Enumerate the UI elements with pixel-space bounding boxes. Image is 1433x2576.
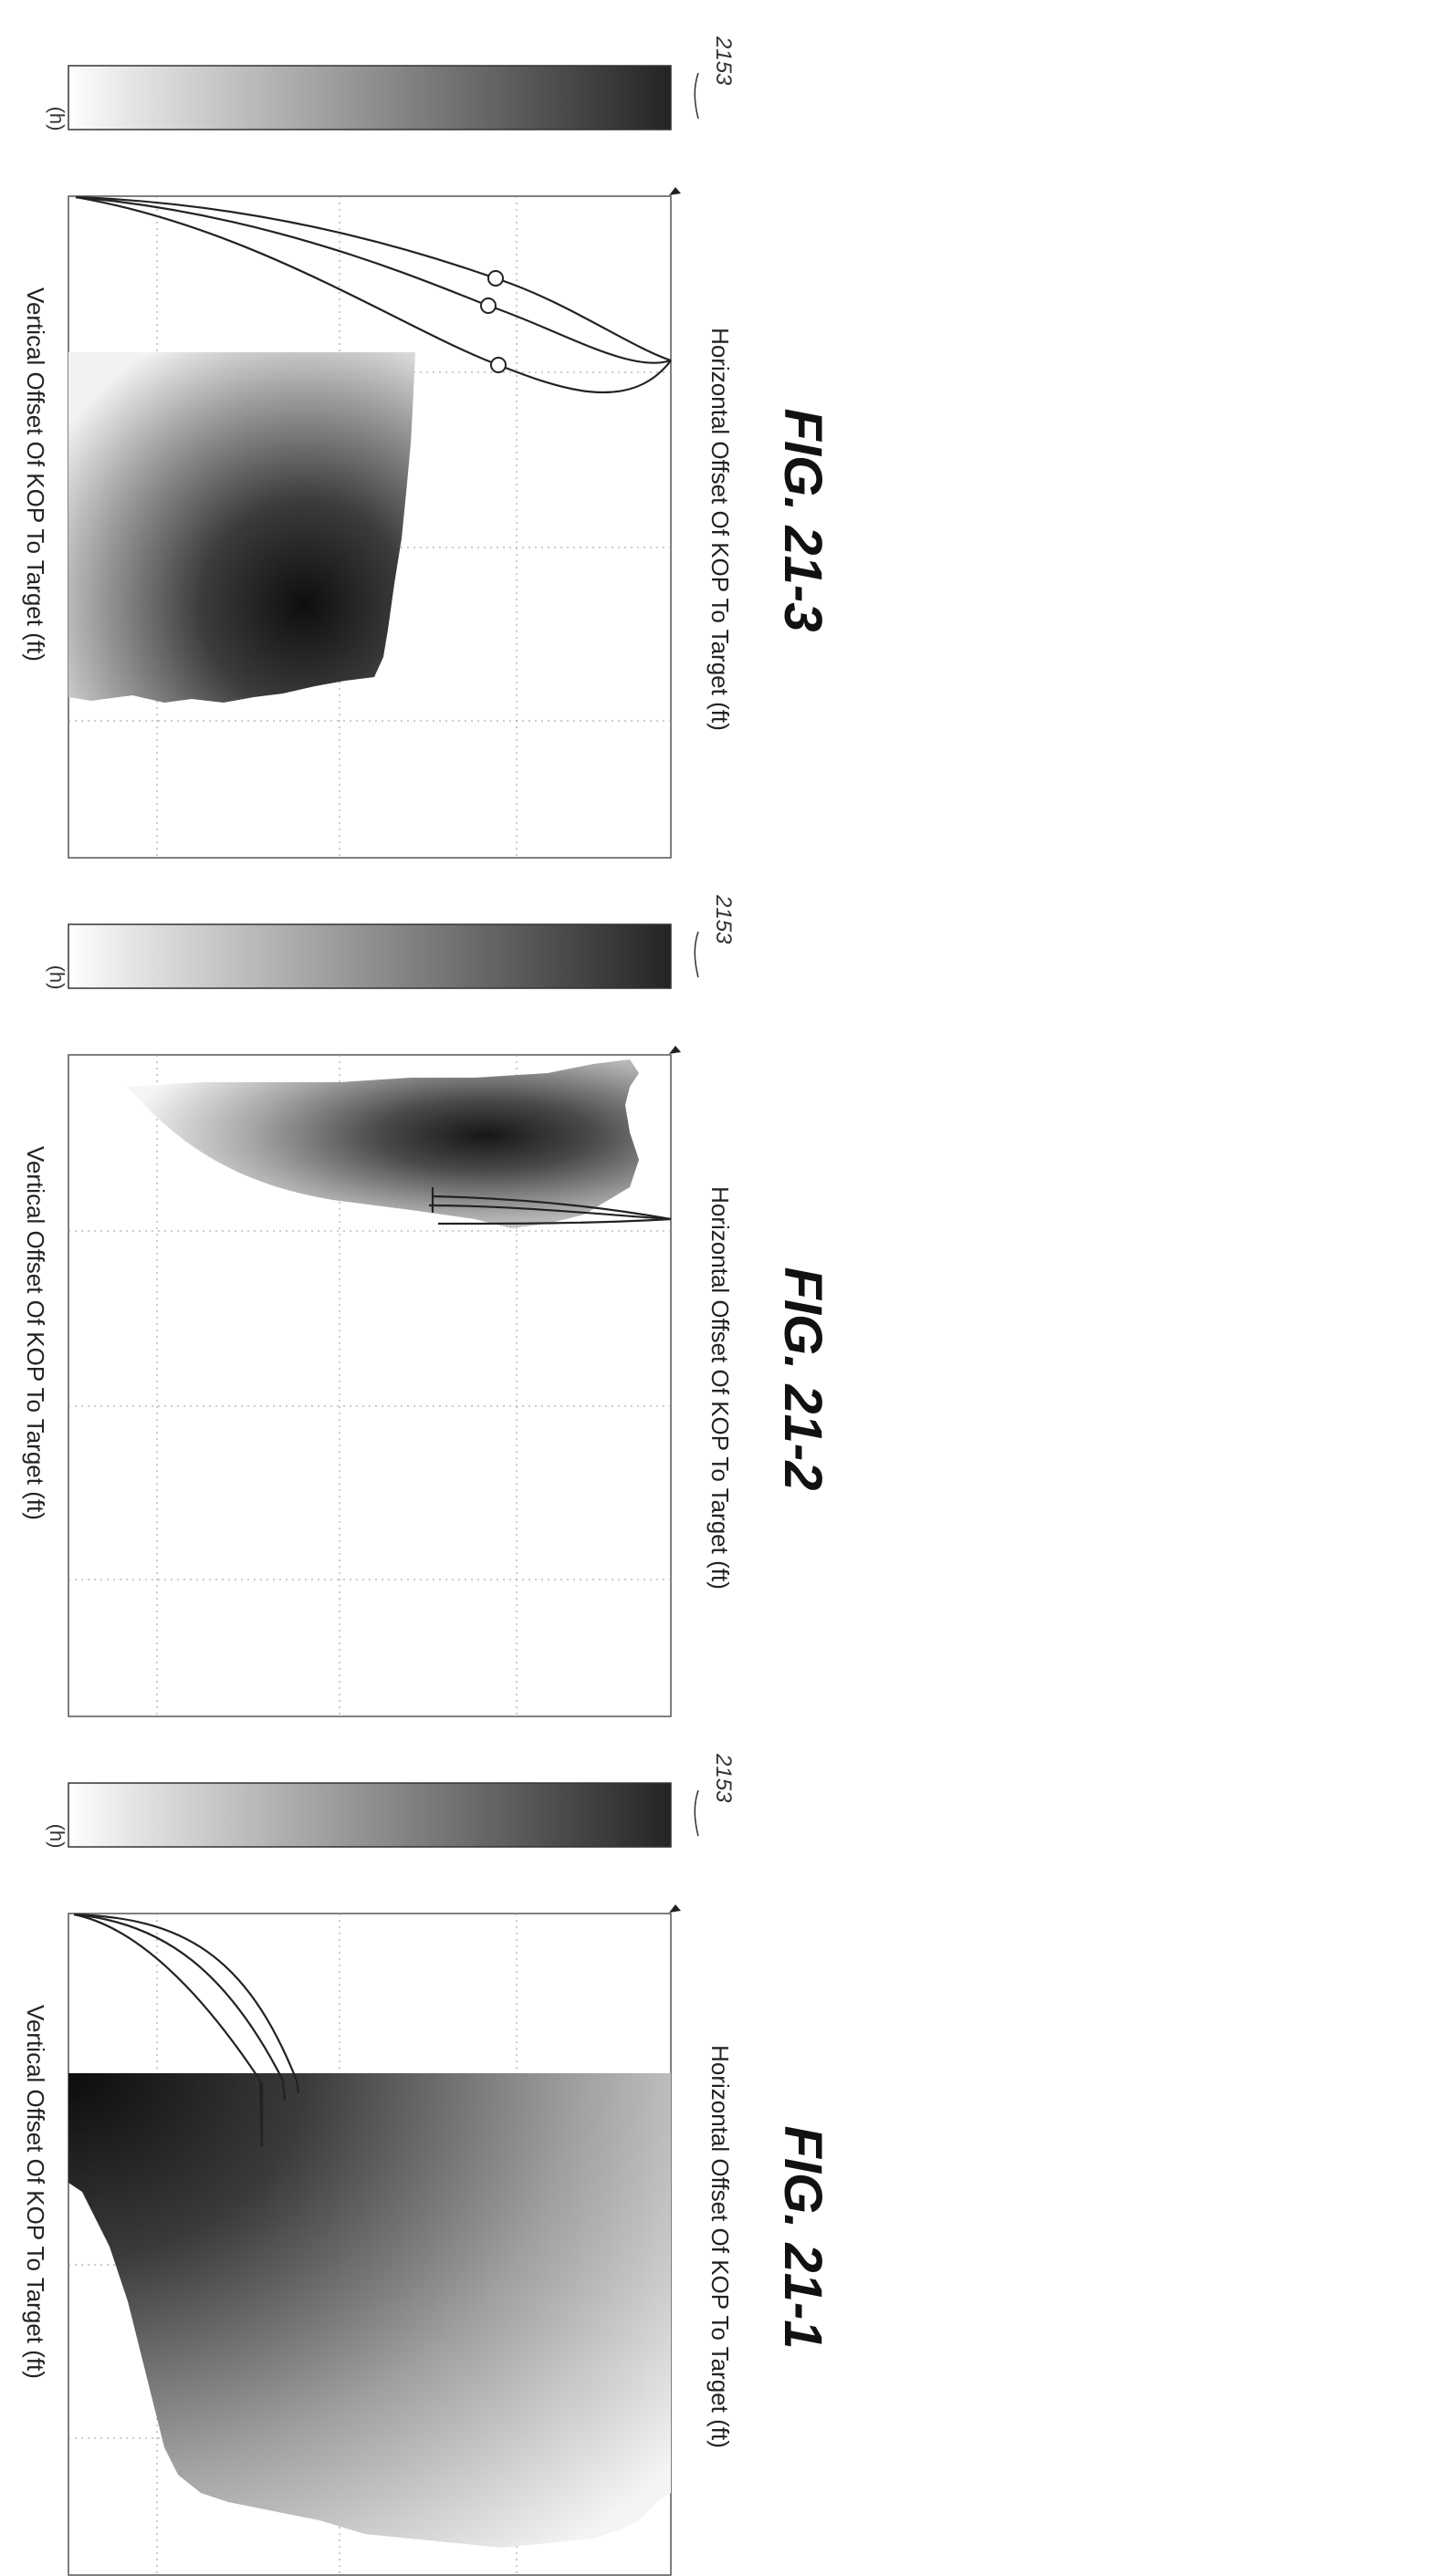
plot-area bbox=[68, 1913, 672, 2576]
marker-point-2 bbox=[480, 297, 497, 314]
reference-number: 2153 bbox=[711, 894, 736, 944]
reference-leader-line bbox=[694, 72, 699, 120]
reference-leader-line bbox=[694, 931, 699, 978]
reference-arrow bbox=[669, 1904, 681, 1913]
reference-leader-line bbox=[694, 1789, 699, 1837]
colorbar bbox=[68, 923, 672, 989]
marker-point-3 bbox=[487, 270, 504, 287]
figure-caption: FIG. 21-1 bbox=[773, 2126, 832, 2350]
figure-21-2: (h) 2153 Horizontal Offset Of KOP To Tar… bbox=[0, 859, 1433, 1717]
colorbar-label: (h) bbox=[46, 1824, 68, 1849]
reference-number: 2153 bbox=[711, 1753, 736, 1803]
reference-number: 2153 bbox=[711, 36, 736, 86]
plot-area bbox=[68, 1054, 672, 1717]
colorbar-gradient bbox=[68, 923, 672, 989]
figure-21-3: (h) 2153 Horizontal Offset Of KOP To Tar… bbox=[0, 0, 1433, 859]
x-axis-label: Horizontal Offset Of KOP To Target (ft) bbox=[706, 2045, 734, 2448]
trajectory-curves bbox=[75, 195, 672, 394]
reference-arrow bbox=[669, 187, 681, 195]
colorbar-gradient bbox=[68, 65, 672, 130]
trajectory-curves bbox=[73, 1913, 300, 2147]
colorbar bbox=[68, 65, 672, 130]
heatmap-region bbox=[68, 352, 415, 703]
colorbar bbox=[68, 1782, 672, 1848]
trajectory-curves bbox=[428, 1187, 672, 1225]
x-axis-label: Horizontal Offset Of KOP To Target (ft) bbox=[706, 1186, 734, 1590]
figure-21-1: (h) 2153 Horizontal Offset Of KOP To Tar… bbox=[0, 1717, 1433, 2576]
colorbar-label: (h) bbox=[46, 965, 68, 990]
figure-caption: FIG. 21-3 bbox=[773, 409, 832, 632]
y-axis-label: Vertical Offset Of KOP To Target (ft) bbox=[22, 287, 49, 662]
y-axis-label: Vertical Offset Of KOP To Target (ft) bbox=[22, 1146, 49, 1520]
reference-arrow bbox=[669, 1046, 681, 1054]
solution-markers bbox=[480, 270, 507, 373]
x-axis-label: Horizontal Offset Of KOP To Target (ft) bbox=[706, 328, 734, 731]
heatmap-region bbox=[68, 2073, 671, 2548]
figure-caption: FIG. 21-2 bbox=[773, 1267, 832, 1491]
colorbar-gradient bbox=[68, 1782, 672, 1848]
heatmap-region bbox=[128, 1059, 639, 1228]
colorbar-label: (h) bbox=[46, 107, 68, 131]
y-axis-label: Vertical Offset Of KOP To Target (ft) bbox=[22, 2005, 49, 2379]
marker-point-1 bbox=[490, 357, 507, 373]
plot-area bbox=[68, 195, 672, 859]
